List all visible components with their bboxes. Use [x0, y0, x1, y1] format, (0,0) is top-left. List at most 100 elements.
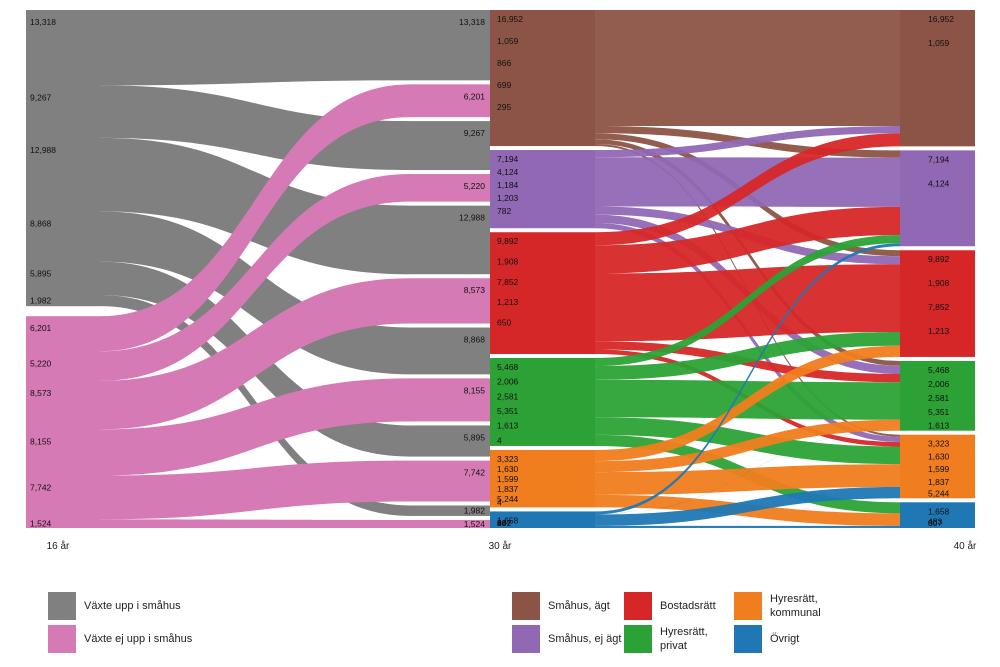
node-mid-3: [490, 357, 595, 446]
legend-item-right-2: Hyresrätt, kommunal: [734, 592, 821, 620]
label-mid-in-5: 8,573: [464, 285, 486, 295]
legend-label: Bostadsrätt: [660, 600, 716, 612]
label-mid-2-0: 9,892: [497, 236, 519, 246]
node-mid-2: [490, 232, 595, 354]
legend-swatch: [734, 592, 762, 620]
label-mid-5-3: 8: [497, 518, 502, 528]
node-mid-1: [490, 150, 595, 229]
node-right-2: [900, 250, 975, 357]
legend-item-right-3: Småhus, ej ägt: [512, 625, 621, 653]
label-left-6: 6,201: [30, 323, 52, 333]
flow-s2-5-3: [595, 430, 900, 515]
label-mid-3-5: 4: [497, 435, 502, 445]
label-right-5-2: 307: [928, 518, 942, 528]
legend-label: Hyresrätt, kommunal: [770, 593, 821, 619]
label-mid-3-2: 2,581: [497, 391, 519, 401]
label-mid-1-0: 7,194: [497, 154, 519, 164]
label-left-4: 5,895: [30, 269, 52, 279]
label-mid-in-2: 9,267: [464, 128, 486, 138]
label-mid-in-4: 12,988: [459, 213, 485, 223]
node-right-3: [900, 360, 975, 431]
label-mid-4-4: 5,244: [497, 494, 519, 504]
label-mid-3-0: 5,468: [497, 362, 519, 372]
label-mid-in-8: 5,895: [464, 432, 486, 442]
label-mid-2-1: 1,908: [497, 257, 519, 267]
label-mid-in-1: 6,201: [464, 91, 486, 101]
legend-label: Småhus, ägt: [548, 600, 610, 612]
label-mid-3-1: 2,006: [497, 377, 519, 387]
label-mid-5-2: 307: [497, 518, 511, 528]
label-mid-in-10: 1,982: [464, 506, 486, 516]
label-right-2-3: 1,213: [928, 326, 950, 336]
label-mid-4-3: 1,837: [497, 484, 519, 494]
node-mid-in-1-3: [410, 378, 490, 422]
node-right-5: [900, 502, 975, 528]
node-right-0: [900, 10, 975, 147]
label-right-1-0: 7,194: [928, 154, 950, 164]
label-mid-5-5: 237: [497, 518, 511, 528]
label-mid-2-4: 650: [497, 317, 511, 327]
flow-s2-1-1: [595, 157, 900, 207]
node-left-vaxte-ej-upp: [26, 316, 100, 528]
node-mid-5: [490, 511, 595, 528]
legend-item-right-1: Bostadsrätt: [624, 592, 716, 620]
label-right-5-0: 1,658: [928, 506, 950, 516]
legend-item-right-5: Övrigt: [734, 625, 799, 653]
legend-swatch: [734, 625, 762, 653]
node-right-1: [900, 150, 975, 247]
label-mid-1-4: 782: [497, 206, 511, 216]
label-right-2-0: 9,892: [928, 254, 950, 264]
node-mid-in-1-4: [410, 460, 490, 502]
label-right-0-0: 16,952: [928, 14, 954, 24]
label-layer: 13,318 6,201 9,267 5,220 12,988 8,573 8,868 8,1…: [30, 14, 954, 529]
flow-s2-5-4: [595, 486, 900, 526]
label-right-4-1: 1,630: [928, 451, 950, 461]
column-label-40: 40 år: [954, 540, 977, 552]
flow-s1-9: [100, 378, 410, 476]
label-mid-4-0: 3,323: [497, 454, 519, 464]
label-mid-in-9: 7,742: [464, 468, 486, 478]
flow-s2-1-0: [595, 126, 900, 158]
flow-s2-0-0: [595, 10, 900, 127]
legend-item-right-4: Hyresrätt, privat: [624, 625, 708, 653]
label-right-2-1: 1,908: [928, 278, 950, 288]
legend-item-right-0: Småhus, ägt: [512, 592, 610, 620]
label-left-9: 8,155: [30, 436, 52, 446]
legend-swatch: [624, 592, 652, 620]
label-right-4-4: 5,244: [928, 488, 950, 498]
label-mid-in-0: 13,318: [459, 17, 485, 27]
node-mid-0: [490, 10, 595, 147]
flow-s1-6: [100, 84, 410, 352]
label-right-5-1: 483: [928, 516, 942, 526]
node-mid-in-1-1: [410, 174, 490, 202]
node-right-4: [900, 434, 975, 499]
legend-swatch: [48, 592, 76, 620]
legend-swatch: [512, 625, 540, 653]
label-left-10: 7,742: [30, 483, 52, 493]
column-label-30: 30 år: [489, 540, 512, 552]
node-mid-in-0-0: [410, 10, 490, 81]
label-mid-3-4: 1,613: [497, 421, 519, 431]
label-mid-4-2: 1,599: [497, 474, 519, 484]
flow-s2-3-2: [595, 332, 900, 380]
label-mid-1-3: 1,203: [497, 193, 519, 203]
legend-label: Växte ej upp i småhus: [84, 633, 193, 645]
label-left-1: 9,267: [30, 92, 52, 102]
flow-s2-4-3: [595, 419, 900, 473]
flow-s1-8: [100, 278, 410, 430]
flow-s2-3-1: [595, 235, 900, 367]
label-right-1-1: 4,124: [928, 178, 950, 188]
label-right-4-0: 3,323: [928, 439, 950, 449]
label-left-11: 1,524: [30, 519, 52, 529]
label-mid-5-0: 1,658: [497, 515, 519, 525]
label-left-3: 8,868: [30, 218, 52, 228]
node-mid-in-1-5: [410, 519, 490, 528]
flow-s2-2-0: [595, 133, 900, 246]
label-mid-in-3: 5,220: [464, 181, 486, 191]
label-left-5: 1,982: [30, 296, 52, 306]
label-right-4-3: 1,837: [928, 477, 950, 487]
legend-swatch: [512, 592, 540, 620]
node-left-vaxte-upp: [26, 10, 100, 307]
label-mid-5-1: 442: [497, 518, 511, 528]
node-mid-in-1-2: [410, 278, 490, 324]
